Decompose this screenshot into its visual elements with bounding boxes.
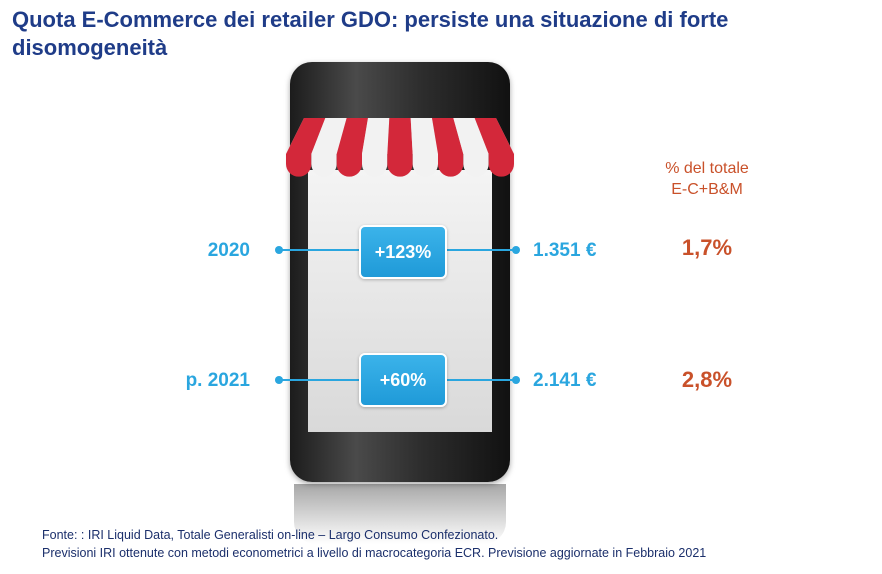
phone-reflection bbox=[294, 484, 506, 544]
awning-stripe bbox=[432, 118, 464, 154]
shop-awning-icon bbox=[286, 118, 514, 177]
awning-stripe bbox=[362, 118, 390, 154]
awning-stripe bbox=[387, 118, 413, 154]
footnote: Fonte: : IRI Liquid Data, Totale General… bbox=[42, 526, 872, 562]
awning-stripe bbox=[453, 118, 489, 154]
connector-dot-right bbox=[512, 246, 520, 254]
connector-dot-right bbox=[512, 376, 520, 384]
awning-scallop bbox=[488, 154, 514, 177]
awning-stripe bbox=[286, 118, 326, 154]
awning-scallop bbox=[387, 154, 413, 177]
share-header: % del totale E-C+B&M bbox=[640, 158, 774, 200]
awning-stripe bbox=[410, 118, 438, 154]
share-value-2021: 2,8% bbox=[681, 367, 733, 392]
awning-stripe bbox=[474, 118, 514, 154]
footnote-source: Fonte: : IRI Liquid Data, Totale General… bbox=[42, 528, 499, 542]
awning-scallop bbox=[311, 154, 337, 177]
awning-scallop bbox=[336, 154, 362, 177]
growth-badge-2021: +60% bbox=[359, 353, 447, 407]
share-value-2020: 1,7% bbox=[681, 235, 733, 260]
share-header-line2: E-C+B&M bbox=[671, 181, 743, 198]
share-header-line1: % del totale bbox=[665, 160, 749, 177]
year-label-2021: p. 2021 bbox=[185, 370, 250, 391]
awning-stripe bbox=[311, 118, 347, 154]
awning-scallop bbox=[463, 154, 489, 177]
footnote-forecast: Previsioni IRI ottenute con metodi econo… bbox=[42, 546, 707, 560]
awning-scallop bbox=[362, 154, 388, 177]
value-label-2021: 2.141 € bbox=[533, 370, 597, 391]
awning-stripe bbox=[336, 118, 368, 154]
value-label-2020: 1.351 € bbox=[533, 240, 597, 261]
page-title: Quota E-Commerce dei retailer GDO: persi… bbox=[12, 7, 729, 60]
awning-scallop bbox=[286, 154, 312, 177]
growth-badge-2020: +123% bbox=[359, 225, 447, 279]
awning-scallop bbox=[412, 154, 438, 177]
awning-scallop bbox=[438, 154, 464, 177]
year-label-2020: 2020 bbox=[207, 240, 250, 261]
